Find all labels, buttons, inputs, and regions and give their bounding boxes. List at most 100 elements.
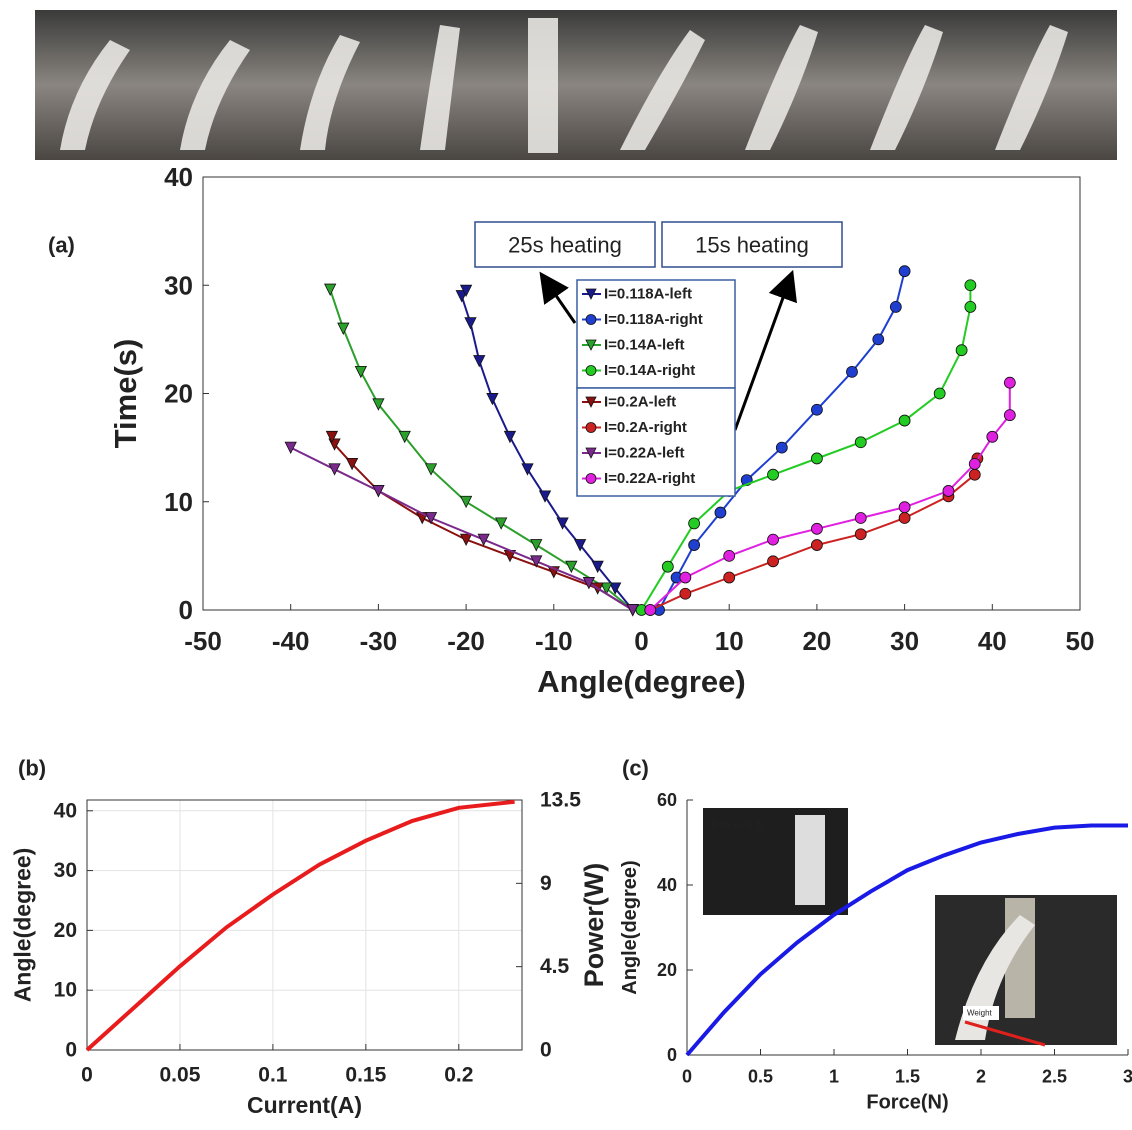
panel-label: (b) <box>18 756 46 781</box>
legend-label: I=0.14A-right <box>604 362 695 379</box>
y2-tick-label: 0 <box>540 1039 552 1062</box>
x-tick-label: -20 <box>447 626 485 656</box>
marker <box>776 442 787 453</box>
marker <box>1004 377 1015 388</box>
marker <box>768 469 779 480</box>
y-tick-label: 0 <box>667 1045 677 1065</box>
marker <box>899 502 910 513</box>
marker <box>540 491 551 502</box>
y2-tick-label: 13.5 <box>540 789 581 812</box>
marker <box>956 345 967 356</box>
marker <box>478 534 489 545</box>
plot-frame <box>87 800 522 1050</box>
x-tick-label: -30 <box>360 626 398 656</box>
y-axis-label: Angle(degree) <box>9 848 35 1003</box>
marker <box>855 437 866 448</box>
panel-label: (a) <box>48 233 75 258</box>
legend-label: I=0.22A-left <box>604 445 684 462</box>
x-tick-label: 0.1 <box>258 1064 288 1087</box>
marker <box>531 540 542 551</box>
inset-text: Force=0 N <box>712 820 764 832</box>
marker <box>943 485 954 496</box>
marker <box>373 485 384 496</box>
x-tick-label: 2.5 <box>1042 1067 1067 1087</box>
x-tick-label: 0 <box>81 1064 93 1087</box>
y-tick-label: 10 <box>164 487 193 517</box>
x-tick-label: 10 <box>715 626 744 656</box>
inset-text: Weight <box>967 1009 993 1018</box>
y-axis-label: Time(s) <box>108 339 143 449</box>
x-tick-label: 1.5 <box>895 1067 920 1087</box>
legend-label: I=0.14A-left <box>604 337 684 354</box>
photo-strip <box>35 10 1117 160</box>
x-tick-label: 30 <box>890 626 919 656</box>
y-tick-label: 20 <box>164 379 193 409</box>
y2-tick-label: 4.5 <box>540 955 570 978</box>
x-tick-label: 0.15 <box>345 1064 386 1087</box>
x-tick-label: -40 <box>272 626 310 656</box>
x-axis-label: Angle(degree) <box>537 664 745 699</box>
marker <box>811 404 822 415</box>
x-tick-label: 0 <box>682 1067 692 1087</box>
marker <box>566 561 577 572</box>
y-tick-label: 10 <box>54 979 77 1002</box>
x-tick-label: 50 <box>1066 626 1095 656</box>
panel-label: (c) <box>622 756 649 781</box>
marker <box>811 453 822 464</box>
y-tick-label: 0 <box>179 595 193 625</box>
y-axis-label: Angle(degree) <box>619 860 641 994</box>
inset-photos <box>703 808 1117 1045</box>
marker <box>890 301 901 312</box>
y-tick-label: 60 <box>657 790 677 810</box>
marker <box>689 518 700 529</box>
marker <box>426 512 437 523</box>
x-tick-label: 0.2 <box>444 1064 473 1087</box>
legend-label: I=0.118A-right <box>604 311 703 328</box>
marker <box>899 512 910 523</box>
marker <box>899 266 910 277</box>
marker <box>662 561 673 572</box>
x-tick-label: 3 <box>1123 1067 1132 1087</box>
marker <box>522 464 533 475</box>
legend-marker <box>586 366 596 376</box>
marker <box>969 458 980 469</box>
x-tick-label: 40 <box>978 626 1007 656</box>
y-tick-label: 20 <box>54 919 77 942</box>
marker <box>689 540 700 551</box>
y2-axis-label: Power(W) <box>579 863 609 988</box>
marker <box>768 534 779 545</box>
y-tick-label: 30 <box>54 859 77 882</box>
y-tick-label: 0 <box>65 1039 77 1062</box>
marker <box>899 415 910 426</box>
figure: -50-40-30-20-1001020304050010203040Angle… <box>0 0 1132 1130</box>
annotation: 25s heating <box>508 233 622 258</box>
marker <box>768 556 779 567</box>
x-axis-label: Force(N) <box>866 1092 948 1114</box>
marker <box>873 334 884 345</box>
x-tick-label: 1 <box>829 1067 839 1087</box>
x-tick-label: 0.5 <box>748 1067 773 1087</box>
marker <box>965 301 976 312</box>
y2-tick-label: 9 <box>540 872 552 895</box>
marker <box>285 442 296 453</box>
marker <box>715 507 726 518</box>
marker <box>680 572 691 583</box>
series-line <box>87 802 515 1050</box>
y-tick-label: 20 <box>657 960 677 980</box>
marker <box>338 323 349 334</box>
marker <box>846 366 857 377</box>
x-tick-label: 0 <box>634 626 648 656</box>
legend-label: I=0.22A-right <box>604 470 695 487</box>
x-axis-label: Current(A) <box>247 1092 362 1118</box>
legend-label: I=0.2A-right <box>604 419 687 436</box>
marker <box>855 529 866 540</box>
legend-label: I=0.2A-left <box>604 394 676 411</box>
marker <box>461 496 472 507</box>
marker <box>811 523 822 534</box>
x-tick-label: -50 <box>184 626 222 656</box>
legend-marker <box>586 474 596 484</box>
y-tick-label: 40 <box>164 162 193 192</box>
marker <box>355 366 366 377</box>
marker <box>461 534 472 545</box>
marker <box>496 518 507 529</box>
